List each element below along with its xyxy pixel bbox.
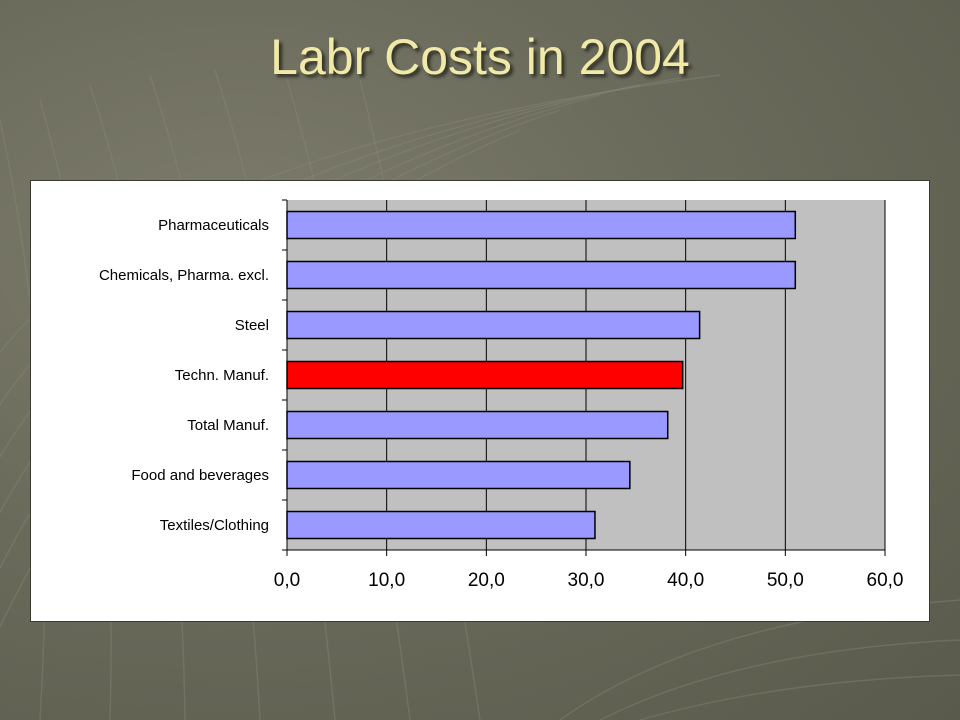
bar bbox=[286, 510, 596, 540]
chart-panel: 0,0 10,0 20,0 30,0 40,0 50,0 60,0 Pharmaceutica… bbox=[30, 180, 930, 622]
bar bbox=[286, 310, 701, 340]
x-tick-label: 40,0 bbox=[667, 570, 704, 591]
x-tick-label: 10,0 bbox=[368, 570, 405, 591]
bar bbox=[286, 410, 669, 440]
bar bbox=[286, 210, 797, 240]
category-label: Chemicals, Pharma. excl. bbox=[99, 267, 269, 284]
bar-chart: 0,0 10,0 20,0 30,0 40,0 50,0 60,0 Pharmaceutica… bbox=[99, 199, 904, 591]
x-tick-label: 20,0 bbox=[468, 570, 505, 591]
x-tick-label: 30,0 bbox=[568, 570, 605, 591]
x-tick-label: 60,0 bbox=[867, 570, 904, 591]
category-label: Pharmaceuticals bbox=[158, 217, 269, 234]
x-tick-label: 0,0 bbox=[274, 570, 300, 591]
category-label: Textiles/Clothing bbox=[160, 517, 269, 534]
category-label: Food and beverages bbox=[131, 467, 269, 484]
bar bbox=[286, 360, 684, 390]
category-label: Steel bbox=[235, 317, 269, 334]
bar bbox=[286, 260, 797, 290]
x-tick-label: 50,0 bbox=[767, 570, 804, 591]
category-label: Techn. Manuf. bbox=[175, 367, 269, 384]
bar bbox=[286, 460, 631, 490]
slide-title: Labr Costs in 2004 bbox=[270, 29, 690, 85]
category-label: Total Manuf. bbox=[187, 417, 269, 434]
